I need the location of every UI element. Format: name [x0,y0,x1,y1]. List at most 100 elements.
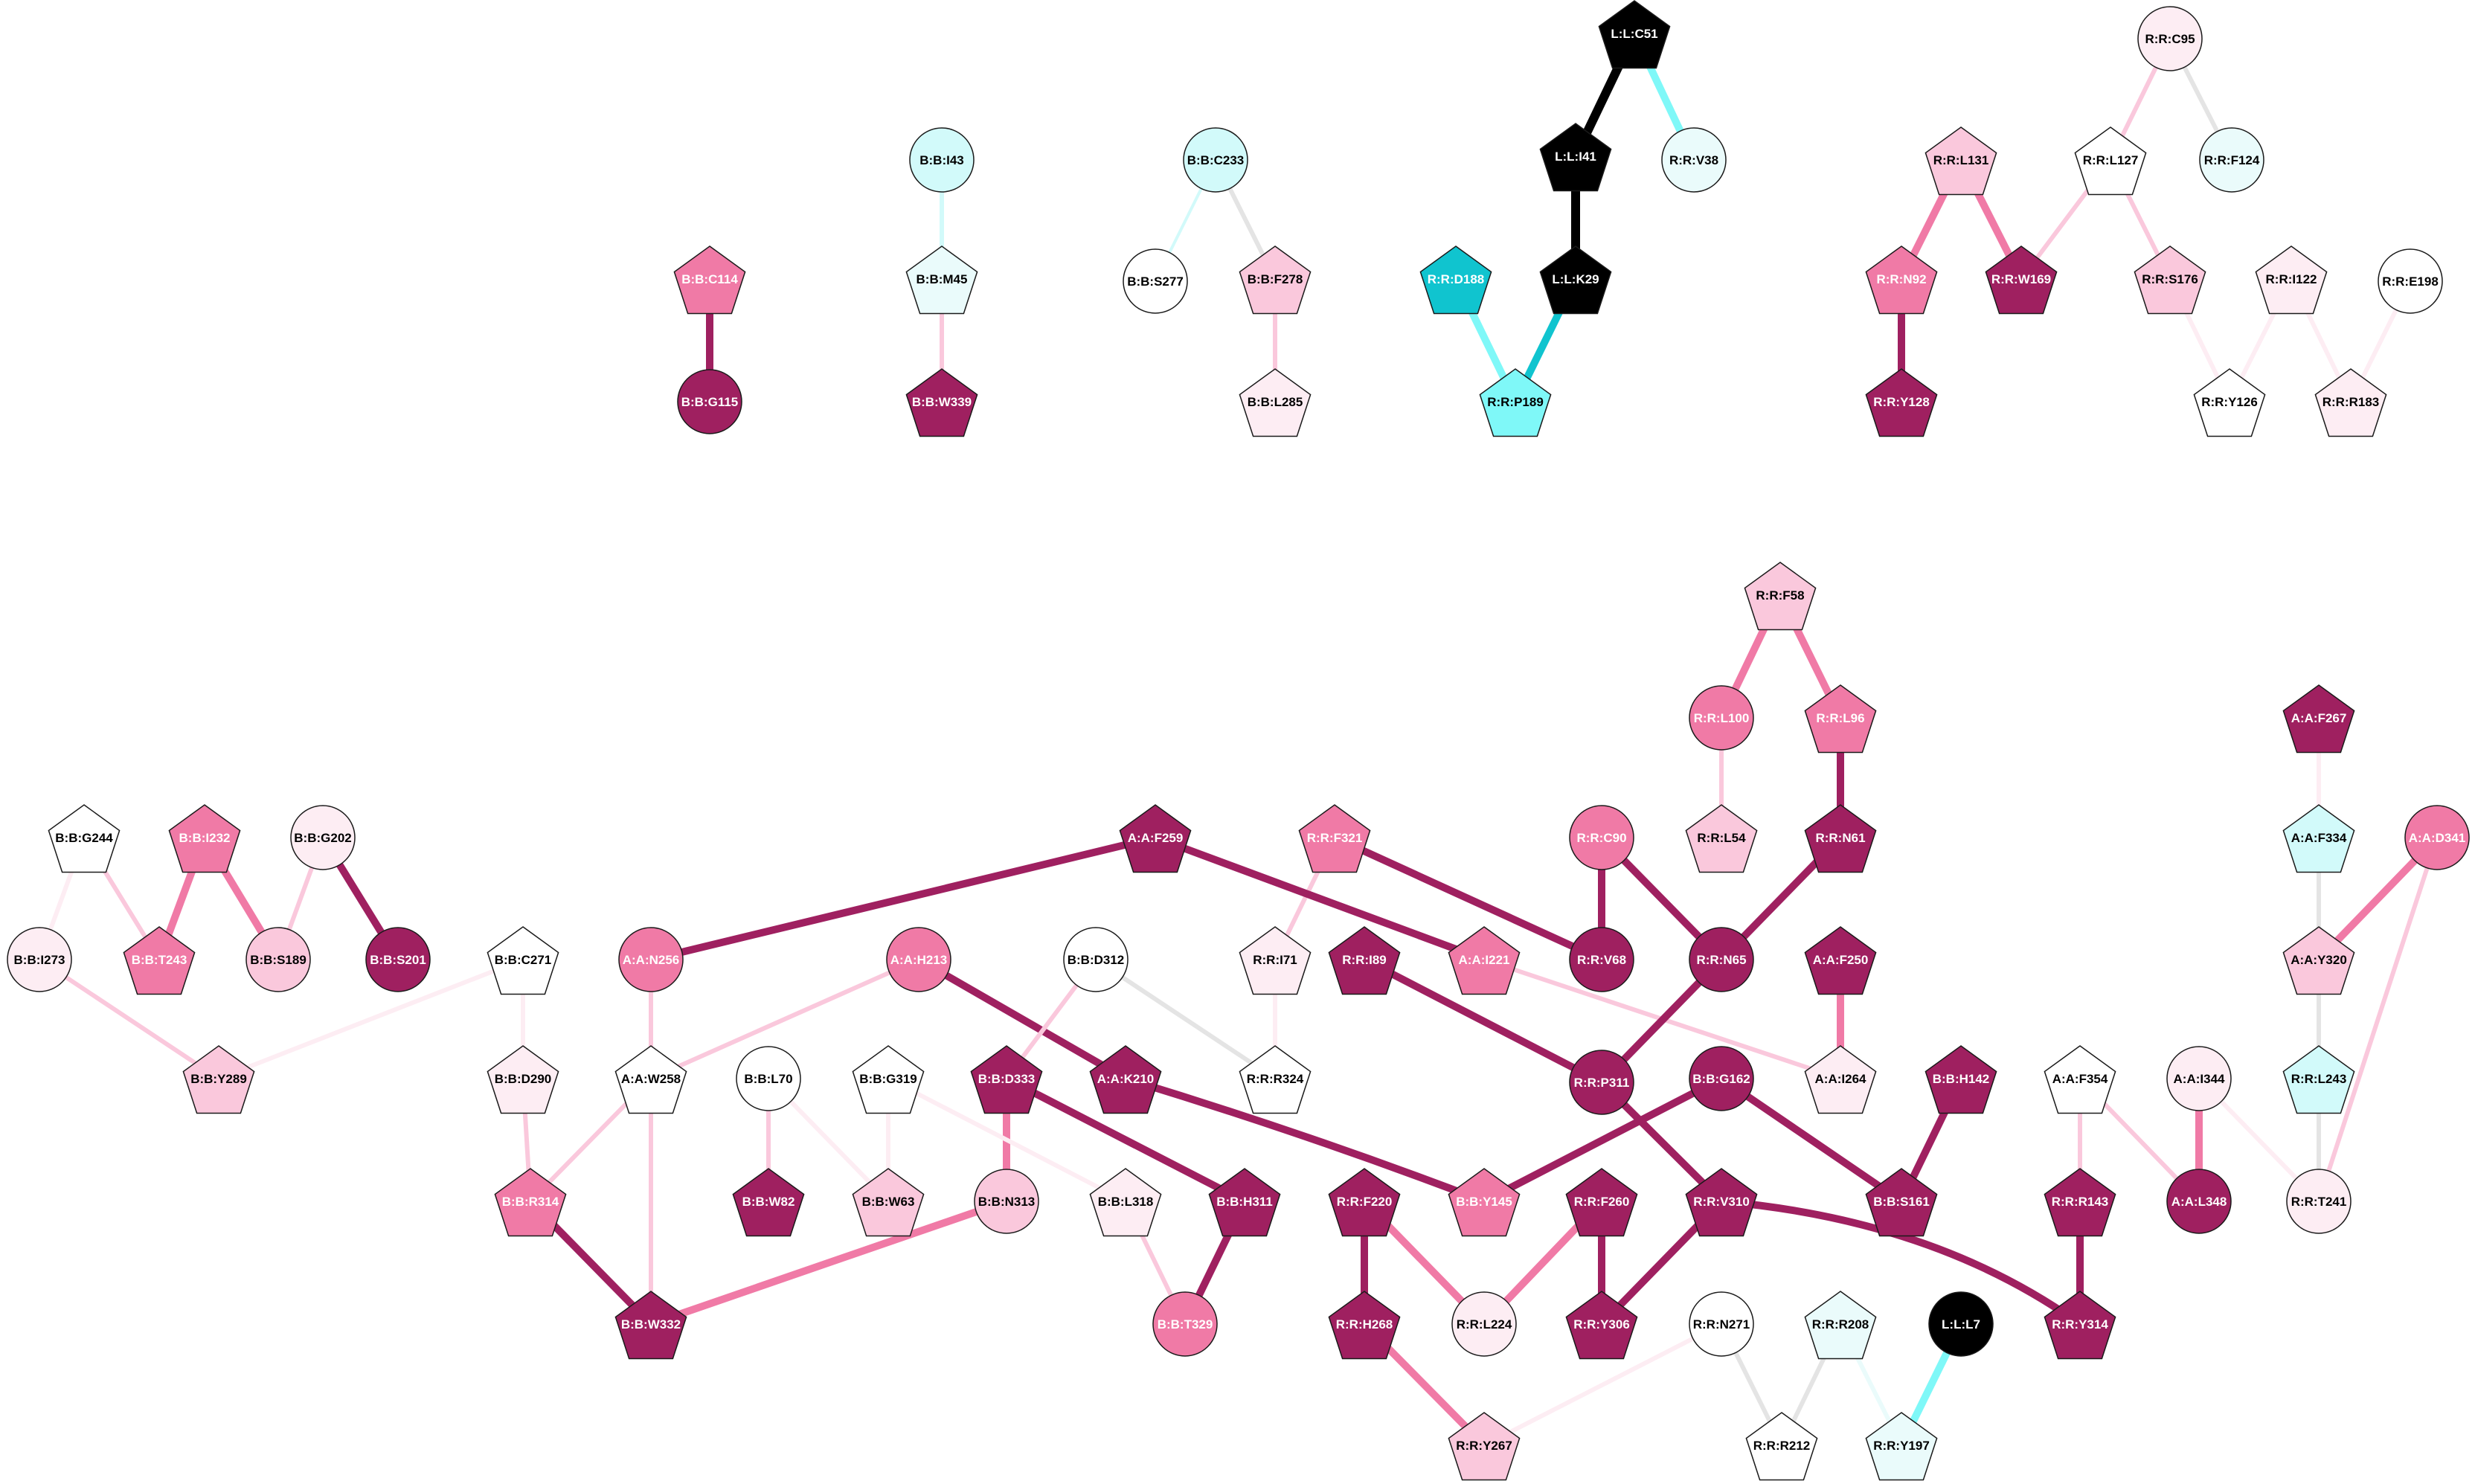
node-r-r-n92[interactable]: R:R:N92 [1865,245,1938,315]
node-b-b-m45[interactable]: B:B:M45 [905,245,978,315]
node-a-a-i264[interactable]: A:A:I264 [1804,1045,1877,1114]
node-a-a-f334[interactable]: A:A:F334 [2282,804,2355,873]
node-b-b-f278[interactable]: B:B:F278 [1239,245,1312,315]
node-l-l-i41[interactable]: L:L:I41 [1539,123,1612,192]
node-l-l-k29[interactable]: L:L:K29 [1539,245,1612,315]
node-b-b-s277[interactable]: B:B:S277 [1123,248,1188,314]
node-circle [618,927,684,992]
node-r-r-v38[interactable]: R:R:V38 [1661,127,1727,193]
node-a-a-f267[interactable]: A:A:F267 [2282,684,2355,754]
node-b-b-l285[interactable]: B:B:L285 [1239,368,1312,437]
node-r-r-i89[interactable]: R:R:I89 [1328,926,1401,995]
node-r-r-n65[interactable]: R:R:N65 [1689,927,1754,992]
node-r-r-p189[interactable]: R:R:P189 [1479,368,1552,437]
node-b-b-s201[interactable]: B:B:S201 [365,927,431,992]
node-b-b-y145[interactable]: B:B:Y145 [1448,1168,1521,1237]
node-b-b-l70[interactable]: B:B:L70 [736,1046,801,1111]
node-b-b-g115[interactable]: B:B:G115 [677,369,742,434]
node-b-b-c114[interactable]: B:B:C114 [673,245,746,315]
node-a-a-f354[interactable]: A:A:F354 [2044,1045,2116,1114]
node-r-r-i122[interactable]: R:R:I122 [2255,245,2328,315]
node-l-l-c51[interactable]: L:L:C51 [1598,0,1671,69]
node-r-r-r212[interactable]: R:R:R212 [1745,1412,1818,1481]
node-a-a-f250[interactable]: A:A:F250 [1804,926,1877,995]
node-r-r-f321[interactable]: R:R:F321 [1298,804,1371,873]
node-b-b-y289[interactable]: B:B:Y289 [182,1045,255,1114]
node-r-r-f58[interactable]: R:R:F58 [1744,562,1817,631]
node-b-b-c233[interactable]: B:B:C233 [1183,127,1248,193]
node-r-r-h268[interactable]: R:R:H268 [1328,1291,1401,1360]
node-b-b-g319[interactable]: B:B:G319 [852,1045,925,1114]
node-r-r-e198[interactable]: R:R:E198 [2378,248,2443,314]
node-r-r-y306[interactable]: R:R:Y306 [1565,1291,1638,1360]
node-r-r-n271[interactable]: R:R:N271 [1689,1291,1754,1357]
node-r-r-c95[interactable]: R:R:C95 [2137,6,2203,71]
node-r-r-v310[interactable]: R:R:V310 [1685,1168,1758,1237]
node-b-b-i232[interactable]: B:B:I232 [168,804,241,873]
node-r-r-y197[interactable]: R:R:Y197 [1865,1412,1938,1481]
node-l-l-l7[interactable]: L:L:L7 [1928,1291,1994,1357]
node-r-r-l131[interactable]: R:R:L131 [1925,126,1997,196]
node-b-b-d312[interactable]: B:B:D312 [1063,927,1129,992]
node-r-r-f260[interactable]: R:R:F260 [1565,1168,1638,1237]
node-label: R:R:V310 [1693,1195,1750,1209]
node-r-r-l243[interactable]: R:R:L243 [2282,1045,2355,1114]
node-b-b-h311[interactable]: B:B:H311 [1208,1168,1281,1237]
node-a-a-i221[interactable]: A:A:I221 [1448,926,1521,995]
node-r-r-v68[interactable]: R:R:V68 [1569,927,1634,992]
node-r-r-l224[interactable]: R:R:L224 [1451,1291,1517,1357]
node-b-b-n313[interactable]: B:B:N313 [974,1169,1039,1234]
node-r-r-f220[interactable]: R:R:F220 [1328,1168,1401,1237]
node-r-r-i71[interactable]: R:R:I71 [1239,926,1312,995]
node-r-r-r208[interactable]: R:R:R208 [1804,1291,1877,1360]
node-r-r-r324[interactable]: R:R:R324 [1239,1045,1312,1114]
node-r-r-c90[interactable]: R:R:C90 [1569,805,1634,870]
node-b-b-d290[interactable]: B:B:D290 [487,1045,559,1114]
node-b-b-g162[interactable]: B:B:G162 [1689,1046,1754,1111]
node-a-a-i344[interactable]: A:A:I344 [2166,1046,2232,1111]
node-r-r-t241[interactable]: R:R:T241 [2286,1169,2352,1234]
node-b-b-t243[interactable]: B:B:T243 [123,926,196,995]
node-r-r-y128[interactable]: R:R:Y128 [1865,368,1938,437]
node-b-b-i273[interactable]: B:B:I273 [7,927,72,992]
node-b-b-d333[interactable]: B:B:D333 [970,1045,1043,1114]
node-b-b-w82[interactable]: B:B:W82 [732,1168,805,1237]
node-a-a-n256[interactable]: A:A:N256 [618,927,684,992]
node-r-r-f124[interactable]: R:R:F124 [2199,127,2264,193]
node-r-r-l54[interactable]: R:R:L54 [1685,804,1758,873]
node-r-r-s176[interactable]: R:R:S176 [2134,245,2206,315]
node-b-b-w63[interactable]: B:B:W63 [852,1168,925,1237]
node-b-b-w339[interactable]: B:B:W339 [905,368,978,437]
node-r-r-y267[interactable]: R:R:Y267 [1448,1412,1521,1481]
node-b-b-r314[interactable]: B:B:R314 [494,1168,567,1237]
node-b-b-w332[interactable]: B:B:W332 [614,1291,687,1360]
node-label: R:R:L100 [1694,711,1750,725]
node-b-b-i43[interactable]: B:B:I43 [909,127,975,193]
node-b-b-g202[interactable]: B:B:G202 [290,805,356,870]
node-r-r-n61[interactable]: R:R:N61 [1804,804,1877,873]
node-b-b-h142[interactable]: B:B:H142 [1925,1045,1997,1114]
node-b-b-t329[interactable]: B:B:T329 [1152,1291,1218,1357]
node-r-r-w169[interactable]: R:R:W169 [1985,245,2058,315]
node-a-a-l348[interactable]: A:A:L348 [2166,1169,2232,1234]
node-r-r-y314[interactable]: R:R:Y314 [2044,1291,2116,1360]
node-r-r-p311[interactable]: R:R:P311 [1569,1050,1634,1115]
node-a-a-k210[interactable]: A:A:K210 [1089,1045,1162,1114]
node-a-a-h213[interactable]: A:A:H213 [886,927,951,992]
node-a-a-y320[interactable]: A:A:Y320 [2282,926,2355,995]
node-a-a-d341[interactable]: A:A:D341 [2404,805,2470,870]
node-r-r-r143[interactable]: R:R:R143 [2044,1168,2116,1237]
node-r-r-r183[interactable]: R:R:R183 [2314,368,2387,437]
node-a-a-w258[interactable]: A:A:W258 [614,1045,687,1114]
node-b-b-c271[interactable]: B:B:C271 [487,926,559,995]
node-b-b-g244[interactable]: B:B:G244 [48,804,121,873]
node-r-r-l100[interactable]: R:R:L100 [1689,685,1754,751]
node-b-b-s189[interactable]: B:B:S189 [245,927,311,992]
node-b-b-s161[interactable]: B:B:S161 [1865,1168,1938,1237]
node-r-r-l127[interactable]: R:R:L127 [2074,126,2147,196]
node-b-b-l318[interactable]: B:B:L318 [1089,1168,1162,1237]
node-r-r-y126[interactable]: R:R:Y126 [2193,368,2266,437]
node-r-r-d188[interactable]: R:R:D188 [1419,245,1492,315]
node-r-r-l96[interactable]: R:R:L96 [1804,684,1877,754]
node-a-a-f259[interactable]: A:A:F259 [1119,804,1192,873]
